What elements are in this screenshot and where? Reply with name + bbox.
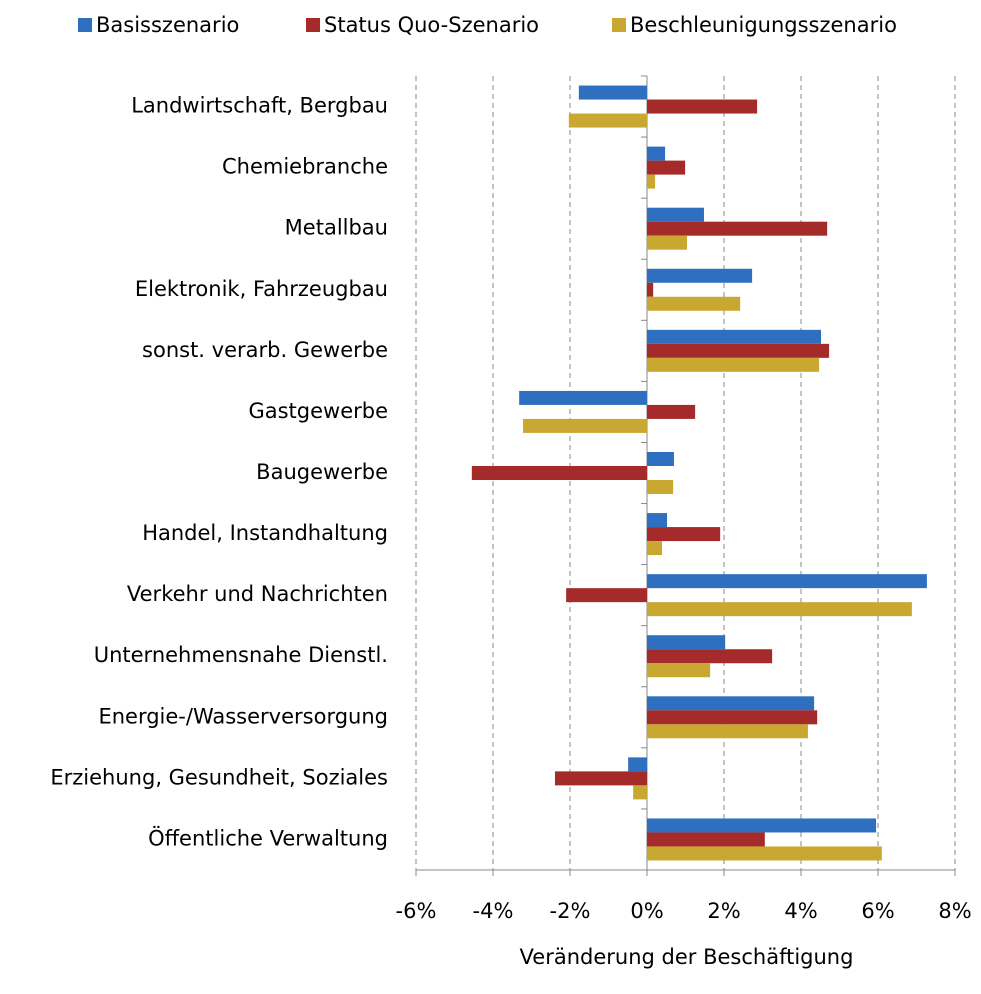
bar [647, 343, 830, 358]
x-tick-label: 2% [707, 899, 740, 923]
bar [647, 282, 654, 297]
bar [647, 832, 765, 847]
y-tick-label: sonst. verarb. Gewerbe [142, 338, 388, 362]
bar [647, 527, 721, 542]
legend-swatch [612, 18, 626, 32]
bar [647, 663, 711, 678]
bar [647, 649, 773, 664]
bar [628, 757, 647, 772]
bar [633, 785, 647, 800]
bar [647, 357, 820, 372]
bar [647, 160, 686, 175]
bar [647, 146, 666, 161]
x-tick-label: -4% [473, 899, 514, 923]
bar [578, 85, 647, 100]
bar [647, 221, 828, 236]
bar [647, 696, 815, 711]
legend-label: Basisszenario [96, 13, 239, 37]
legend-label: Beschleunigungsszenario [630, 13, 897, 37]
y-tick-label: Chemiebranche [222, 155, 388, 179]
y-tick-label: Landwirtschaft, Bergbau [131, 94, 388, 118]
x-tick-label: 0% [630, 899, 663, 923]
y-tick-label: Öffentliche Verwaltung [148, 825, 388, 850]
bar [647, 404, 696, 419]
legend-swatch [306, 18, 320, 32]
x-tick-label: 6% [861, 899, 894, 923]
bar [471, 466, 647, 480]
x-tick-label: 4% [784, 899, 817, 923]
y-tick-label: Handel, Instandhaltung [142, 521, 388, 545]
bar [647, 635, 726, 650]
x-tick-label: -2% [550, 899, 591, 923]
bar [647, 513, 668, 528]
x-axis-label: Veränderung der Beschäftigung [520, 945, 854, 969]
y-tick-label: Gastgewerbe [248, 399, 388, 423]
bar [647, 99, 758, 114]
bar [568, 113, 647, 128]
x-tick-label: 8% [938, 899, 971, 923]
bar [647, 174, 656, 189]
bar [647, 207, 704, 222]
x-tick-label: -6% [396, 899, 437, 923]
legend-swatch [78, 18, 92, 32]
y-tick-label: Baugewerbe [256, 460, 388, 484]
y-tick-label: Erziehung, Gesundheit, Soziales [50, 765, 388, 789]
bar [647, 541, 663, 556]
bar [647, 724, 808, 739]
bar [647, 480, 674, 494]
y-tick-label: Verkehr und Nachrichten [127, 582, 388, 606]
bar [647, 710, 818, 725]
bar [519, 390, 647, 405]
y-tick-label: Energie-/Wasserversorgung [98, 704, 388, 728]
y-tick-label: Metallbau [285, 216, 388, 240]
bar [647, 268, 753, 283]
bar [647, 846, 882, 861]
bar [647, 818, 877, 833]
bar [554, 771, 647, 786]
bar [647, 296, 741, 311]
legend-label: Status Quo-Szenario [324, 13, 539, 37]
bar [566, 588, 647, 603]
bar [523, 418, 647, 433]
bar [647, 452, 674, 466]
y-tick-label: Unternehmensnahe Dienstl. [94, 643, 388, 667]
bar [647, 235, 688, 250]
bar [647, 329, 822, 344]
bar [647, 574, 927, 589]
y-tick-label: Elektronik, Fahrzeugbau [135, 277, 388, 301]
bar [647, 602, 912, 617]
